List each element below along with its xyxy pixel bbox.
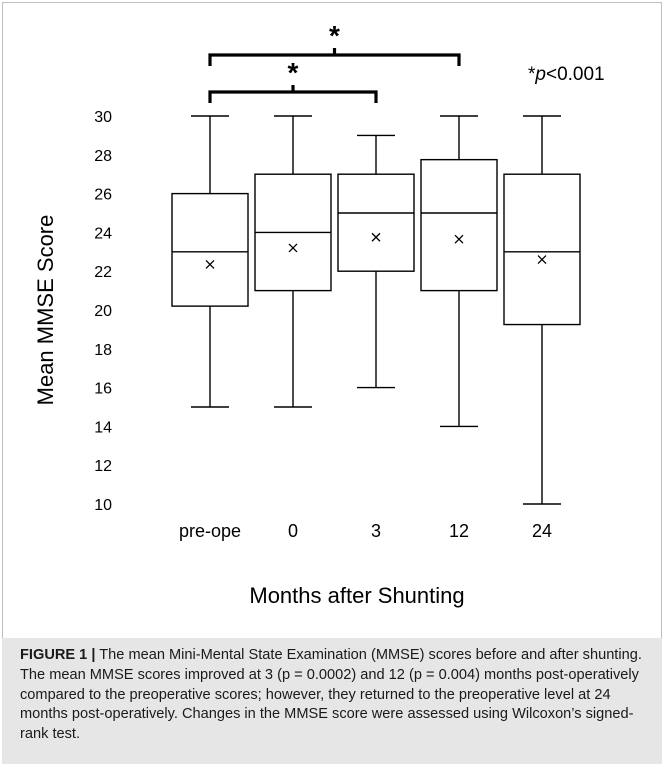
y-tick-label: 22	[94, 264, 112, 281]
x-tick-label: pre-ope	[179, 521, 241, 541]
box-24	[503, 115, 581, 505]
significance-star: *	[329, 20, 340, 51]
caption-lead: FIGURE 1 |	[20, 647, 96, 663]
box-series	[171, 115, 581, 505]
significance-bracket: *	[208, 57, 378, 103]
iqr-box	[171, 192, 249, 307]
annotation-prefix: *	[528, 64, 536, 85]
significance-star: *	[288, 57, 299, 88]
figure-caption-box: FIGURE 1 | The mean Mini-Mental State Ex…	[2, 638, 662, 764]
x-axis-ticks: pre-ope 0 3 12 24	[179, 521, 552, 541]
y-axis-label: Mean MMSE Score	[33, 215, 58, 406]
y-tick-label: 24	[94, 225, 112, 242]
annotation-threshold: <0.001	[546, 64, 605, 85]
y-tick-label: 10	[94, 497, 112, 514]
y-tick-label: 18	[94, 342, 112, 359]
box-0	[254, 115, 332, 408]
iqr-box	[337, 173, 415, 272]
mean-marker	[537, 255, 547, 265]
mean-marker	[288, 243, 298, 253]
box-12	[420, 115, 498, 428]
y-tick-label: 26	[94, 187, 112, 204]
caption-text: The mean Mini-Mental State Examination (…	[20, 647, 642, 743]
annotation-p: p	[534, 64, 546, 85]
mean-marker	[454, 234, 464, 244]
y-tick-label: 30	[94, 109, 112, 126]
mean-marker	[205, 259, 215, 269]
p-value-annotation: *p<0.001	[528, 64, 605, 85]
bracket-line	[208, 85, 378, 103]
x-tick-label: 24	[532, 521, 552, 541]
y-tick-label: 16	[94, 381, 112, 398]
x-tick-label: 12	[449, 521, 469, 541]
bracket-line	[208, 48, 461, 66]
iqr-box	[503, 173, 581, 326]
iqr-box	[420, 158, 498, 292]
box-3	[337, 134, 415, 389]
x-tick-label: 0	[288, 521, 298, 541]
y-tick-label: 12	[94, 458, 112, 475]
significance-bracket: *	[208, 20, 461, 66]
box-pre-ope	[171, 115, 249, 408]
mean-marker	[371, 232, 381, 242]
significance-brackets: **	[208, 20, 461, 103]
figure-caption: FIGURE 1 | The mean Mini-Mental State Ex…	[20, 646, 652, 745]
y-axis-ticks: 10 12 14 16 18 20 22 24 26 28 30	[94, 109, 112, 514]
y-tick-label: 14	[94, 419, 112, 436]
y-tick-label: 20	[94, 303, 112, 320]
x-axis-label: Months after Shunting	[249, 583, 464, 608]
y-tick-label: 28	[94, 148, 112, 165]
x-tick-label: 3	[371, 521, 381, 541]
